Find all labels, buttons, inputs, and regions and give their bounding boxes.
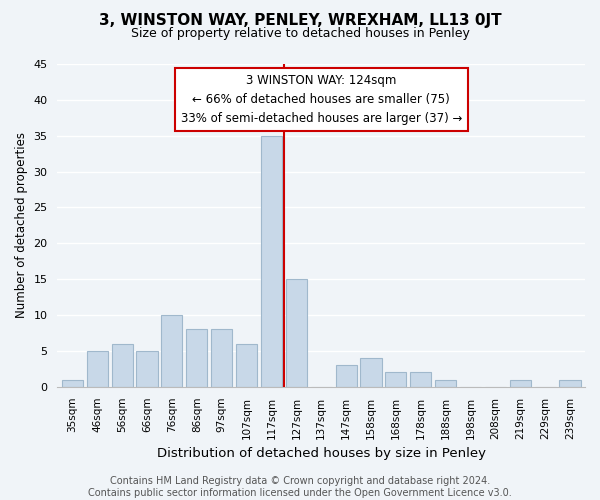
Bar xyxy=(62,380,83,387)
Bar xyxy=(361,358,382,387)
Bar xyxy=(385,372,406,387)
X-axis label: Distribution of detached houses by size in Penley: Distribution of detached houses by size … xyxy=(157,447,486,460)
Text: 3, WINSTON WAY, PENLEY, WREXHAM, LL13 0JT: 3, WINSTON WAY, PENLEY, WREXHAM, LL13 0J… xyxy=(98,12,502,28)
Bar xyxy=(510,380,531,387)
Bar xyxy=(335,366,356,387)
Text: Size of property relative to detached houses in Penley: Size of property relative to detached ho… xyxy=(131,28,469,40)
Bar xyxy=(435,380,456,387)
Bar xyxy=(286,279,307,387)
Bar xyxy=(261,136,282,387)
Bar xyxy=(86,351,108,387)
Bar xyxy=(236,344,257,387)
Bar xyxy=(161,315,182,387)
Bar xyxy=(136,351,158,387)
Bar xyxy=(410,372,431,387)
Bar xyxy=(186,330,208,387)
Text: Contains HM Land Registry data © Crown copyright and database right 2024.
Contai: Contains HM Land Registry data © Crown c… xyxy=(88,476,512,498)
Bar xyxy=(112,344,133,387)
Bar xyxy=(211,330,232,387)
Text: 3 WINSTON WAY: 124sqm
← 66% of detached houses are smaller (75)
33% of semi-deta: 3 WINSTON WAY: 124sqm ← 66% of detached … xyxy=(181,74,462,124)
Y-axis label: Number of detached properties: Number of detached properties xyxy=(15,132,28,318)
Bar xyxy=(559,380,581,387)
